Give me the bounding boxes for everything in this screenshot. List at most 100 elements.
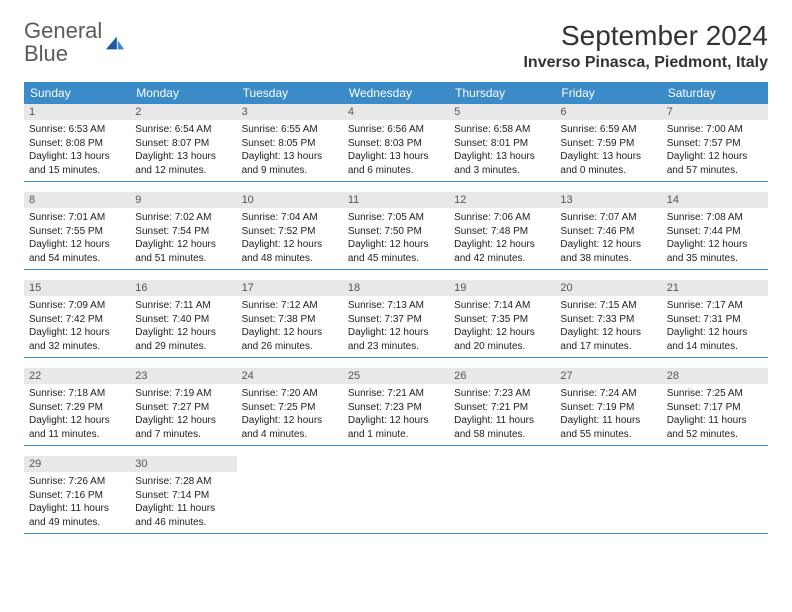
day-body: Sunrise: 7:11 AMSunset: 7:40 PMDaylight:… xyxy=(130,296,236,357)
sail-icon xyxy=(104,34,126,52)
day-body: Sunrise: 6:55 AMSunset: 8:05 PMDaylight:… xyxy=(237,120,343,181)
daylight-line: Daylight: 11 hours and 46 minutes. xyxy=(135,502,231,529)
day-cell: 7 Sunrise: 7:00 AMSunset: 7:57 PMDaylight… xyxy=(662,104,768,181)
day-body: Sunrise: 7:17 AMSunset: 7:31 PMDaylight:… xyxy=(662,296,768,357)
daylight-line: Daylight: 12 hours and 57 minutes. xyxy=(667,150,763,177)
sunset-line: Sunset: 8:05 PM xyxy=(242,137,338,151)
daylight-line: Daylight: 12 hours and 17 minutes. xyxy=(560,326,656,353)
day-number: 7 xyxy=(662,104,768,120)
day-cell: 19Sunrise: 7:14 AMSunset: 7:35 PMDayligh… xyxy=(449,280,555,357)
day-body: Sunrise: 6:53 AMSunset: 8:08 PMDaylight:… xyxy=(24,120,130,181)
day-cell: 21Sunrise: 7:17 AMSunset: 7:31 PMDayligh… xyxy=(662,280,768,357)
week-row: 22Sunrise: 7:18 AMSunset: 7:29 PMDayligh… xyxy=(24,368,768,446)
day-number: 8 xyxy=(24,192,130,208)
day-body: Sunrise: 7:01 AMSunset: 7:55 PMDaylight:… xyxy=(24,208,130,269)
sunrise-line: Sunrise: 7:01 AM xyxy=(29,211,125,225)
day-cell: 12Sunrise: 7:06 AMSunset: 7:48 PMDayligh… xyxy=(449,192,555,269)
day-cell: 5Sunrise: 6:58 AMSunset: 8:01 PMDaylight… xyxy=(449,104,555,181)
sunrise-line: Sunrise: 7:02 AM xyxy=(135,211,231,225)
sunrise-line: Sunrise: 7:20 AM xyxy=(242,387,338,401)
sunrise-line: Sunrise: 7:25 AM xyxy=(667,387,763,401)
day-body: Sunrise: 7:07 AMSunset: 7:46 PMDaylight:… xyxy=(555,208,661,269)
daylight-line: Daylight: 12 hours and 45 minutes. xyxy=(348,238,444,265)
sunset-line: Sunset: 7:25 PM xyxy=(242,401,338,415)
day-number: 26 xyxy=(449,368,555,384)
sunset-line: Sunset: 7:46 PM xyxy=(560,225,656,239)
daylight-line: Daylight: 13 hours and 6 minutes. xyxy=(348,150,444,177)
day-cell: 20Sunrise: 7:15 AMSunset: 7:33 PMDayligh… xyxy=(555,280,661,357)
day-cell: 17Sunrise: 7:12 AMSunset: 7:38 PMDayligh… xyxy=(237,280,343,357)
day-cell: 13Sunrise: 7:07 AMSunset: 7:46 PMDayligh… xyxy=(555,192,661,269)
sunrise-line: Sunrise: 7:13 AM xyxy=(348,299,444,313)
day-cell: 24Sunrise: 7:20 AMSunset: 7:25 PMDayligh… xyxy=(237,368,343,445)
weekday-header: Tuesday xyxy=(237,82,343,104)
sunset-line: Sunset: 7:59 PM xyxy=(560,137,656,151)
sunset-line: Sunset: 7:52 PM xyxy=(242,225,338,239)
week-row: 29Sunrise: 7:26 AMSunset: 7:16 PMDayligh… xyxy=(24,456,768,534)
day-body: Sunrise: 7:13 AMSunset: 7:37 PMDaylight:… xyxy=(343,296,449,357)
daylight-line: Daylight: 12 hours and 14 minutes. xyxy=(667,326,763,353)
day-cell: 30Sunrise: 7:28 AMSunset: 7:14 PMDayligh… xyxy=(130,456,236,533)
day-body: Sunrise: 7:18 AMSunset: 7:29 PMDaylight:… xyxy=(24,384,130,445)
sunrise-line: Sunrise: 7:05 AM xyxy=(348,211,444,225)
day-number: 15 xyxy=(24,280,130,296)
sunrise-line: Sunrise: 7:24 AM xyxy=(560,387,656,401)
sunrise-line: Sunrise: 7:18 AM xyxy=(29,387,125,401)
sunrise-line: Sunrise: 7:26 AM xyxy=(29,475,125,489)
day-number: 14 xyxy=(662,192,768,208)
sunset-line: Sunset: 7:38 PM xyxy=(242,313,338,327)
sunset-line: Sunset: 7:44 PM xyxy=(667,225,763,239)
calendar-page: General Blue September 2024 Inverso Pina… xyxy=(0,0,792,564)
daylight-line: Daylight: 12 hours and 23 minutes. xyxy=(348,326,444,353)
day-body: Sunrise: 7:26 AMSunset: 7:16 PMDaylight:… xyxy=(24,472,130,533)
daylight-line: Daylight: 12 hours and 4 minutes. xyxy=(242,414,338,441)
sunset-line: Sunset: 7:16 PM xyxy=(29,489,125,503)
daylight-line: Daylight: 13 hours and 3 minutes. xyxy=(454,150,550,177)
day-number: 28 xyxy=(662,368,768,384)
sunrise-line: Sunrise: 7:28 AM xyxy=(135,475,231,489)
weekday-header: Friday xyxy=(555,82,661,104)
sunset-line: Sunset: 7:17 PM xyxy=(667,401,763,415)
day-number: 4 xyxy=(343,104,449,120)
day-cell: 29Sunrise: 7:26 AMSunset: 7:16 PMDayligh… xyxy=(24,456,130,533)
day-cell: 6Sunrise: 6:59 AMSunset: 7:59 PMDaylight… xyxy=(555,104,661,181)
day-body: Sunrise: 7:21 AMSunset: 7:23 PMDaylight:… xyxy=(343,384,449,445)
sunrise-line: Sunrise: 7:19 AM xyxy=(135,387,231,401)
day-cell: 28Sunrise: 7:25 AMSunset: 7:17 PMDayligh… xyxy=(662,368,768,445)
daylight-line: Daylight: 12 hours and 42 minutes. xyxy=(454,238,550,265)
sunrise-line: Sunrise: 7:08 AM xyxy=(667,211,763,225)
sunset-line: Sunset: 7:37 PM xyxy=(348,313,444,327)
daylight-line: Daylight: 12 hours and 35 minutes. xyxy=(667,238,763,265)
daylight-line: Daylight: 13 hours and 0 minutes. xyxy=(560,150,656,177)
day-body: Sunrise: 6:59 AMSunset: 7:59 PMDaylight:… xyxy=(555,120,661,181)
day-body: Sunrise: 7:15 AMSunset: 7:33 PMDaylight:… xyxy=(555,296,661,357)
daylight-line: Daylight: 11 hours and 49 minutes. xyxy=(29,502,125,529)
day-body: Sunrise: 6:54 AMSunset: 8:07 PMDaylight:… xyxy=(130,120,236,181)
sunrise-line: Sunrise: 7:00 AM xyxy=(667,123,763,137)
day-number: 5 xyxy=(449,104,555,120)
sunrise-line: Sunrise: 6:54 AM xyxy=(135,123,231,137)
sunset-line: Sunset: 7:48 PM xyxy=(454,225,550,239)
day-body: Sunrise: 7:25 AMSunset: 7:17 PMDaylight:… xyxy=(662,384,768,445)
day-body: Sunrise: 7:28 AMSunset: 7:14 PMDaylight:… xyxy=(130,472,236,533)
weekday-header: Thursday xyxy=(449,82,555,104)
sunset-line: Sunset: 7:23 PM xyxy=(348,401,444,415)
day-number: 11 xyxy=(343,192,449,208)
sunset-line: Sunset: 7:50 PM xyxy=(348,225,444,239)
sunrise-line: Sunrise: 6:58 AM xyxy=(454,123,550,137)
daylight-line: Daylight: 12 hours and 11 minutes. xyxy=(29,414,125,441)
day-number: 1 xyxy=(24,104,130,120)
day-body: Sunrise: 6:56 AMSunset: 8:03 PMDaylight:… xyxy=(343,120,449,181)
sunset-line: Sunset: 7:57 PM xyxy=(667,137,763,151)
weeks-container: 1Sunrise: 6:53 AMSunset: 8:08 PMDaylight… xyxy=(24,104,768,534)
day-number: 25 xyxy=(343,368,449,384)
daylight-line: Daylight: 12 hours and 32 minutes. xyxy=(29,326,125,353)
calendar-grid: SundayMondayTuesdayWednesdayThursdayFrid… xyxy=(24,82,768,534)
daylight-line: Daylight: 12 hours and 26 minutes. xyxy=(242,326,338,353)
day-cell: 10Sunrise: 7:04 AMSunset: 7:52 PMDayligh… xyxy=(237,192,343,269)
day-body: Sunrise: 6:58 AMSunset: 8:01 PMDaylight:… xyxy=(449,120,555,181)
day-number: 2 xyxy=(130,104,236,120)
sunrise-line: Sunrise: 7:15 AM xyxy=(560,299,656,313)
day-number: 17 xyxy=(237,280,343,296)
sunset-line: Sunset: 7:21 PM xyxy=(454,401,550,415)
